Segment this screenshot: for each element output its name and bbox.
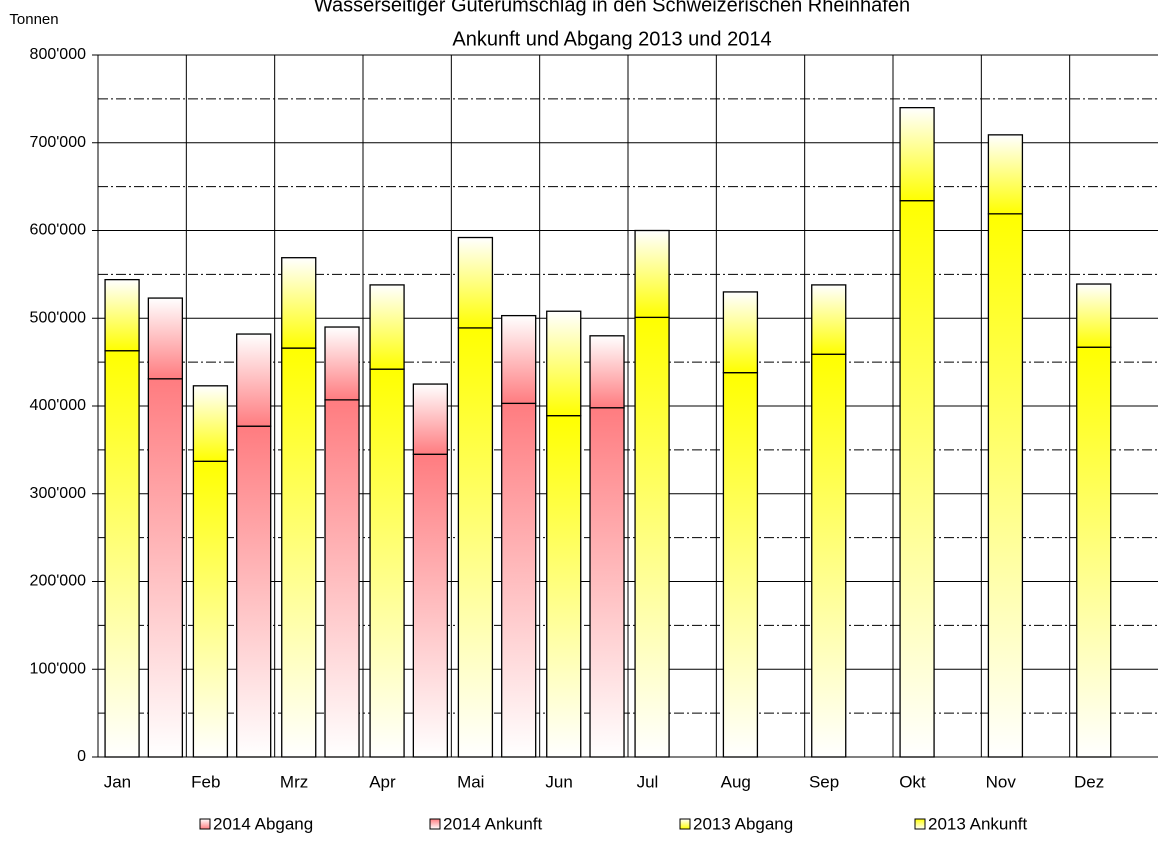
y-tick-label: 200'000 bbox=[30, 573, 87, 590]
y-tick-label: 300'000 bbox=[30, 485, 87, 502]
bar bbox=[104, 350, 140, 758]
bar bbox=[324, 326, 360, 401]
bar bbox=[811, 284, 847, 355]
legend-swatch bbox=[679, 818, 691, 830]
y-tick-label: 700'000 bbox=[30, 134, 87, 151]
x-tick-label: Mai bbox=[457, 772, 484, 791]
x-tick-label: Feb bbox=[191, 772, 220, 791]
bar bbox=[369, 368, 405, 758]
bar bbox=[722, 372, 759, 758]
bar bbox=[457, 236, 494, 329]
bar bbox=[192, 460, 229, 758]
bar bbox=[1076, 346, 1112, 758]
x-tick-label: Sep bbox=[809, 772, 839, 791]
bar bbox=[987, 134, 1024, 215]
x-tick-label: Okt bbox=[899, 772, 926, 791]
bar bbox=[281, 347, 317, 758]
bar bbox=[236, 333, 272, 427]
bar bbox=[236, 425, 272, 758]
legend-label: 2014 Ankunft bbox=[443, 814, 543, 833]
bar bbox=[589, 335, 625, 409]
x-tick-label: Nov bbox=[986, 772, 1017, 791]
x-tick-label: Dez bbox=[1074, 772, 1104, 791]
bar bbox=[501, 314, 537, 405]
bar bbox=[281, 257, 317, 349]
bar bbox=[147, 378, 184, 758]
bar bbox=[899, 107, 935, 202]
bar bbox=[722, 291, 759, 374]
legend-swatch bbox=[914, 818, 926, 830]
legend-label: 2014 Abgang bbox=[213, 814, 313, 833]
bar bbox=[147, 297, 184, 380]
y-axis-label: Tonnen bbox=[9, 11, 58, 28]
bar bbox=[987, 213, 1024, 758]
bar bbox=[192, 385, 229, 462]
x-tick-label: Mrz bbox=[280, 772, 308, 791]
y-tick-label: 600'000 bbox=[30, 222, 87, 239]
bar bbox=[546, 415, 582, 758]
bar bbox=[369, 284, 405, 370]
bar bbox=[546, 310, 582, 417]
chart-subtitle: Ankunft und Abgang 2013 und 2014 bbox=[452, 28, 771, 50]
legend-label: 2013 Abgang bbox=[693, 814, 793, 833]
y-tick-label: 0 bbox=[77, 748, 86, 765]
y-tick-label: 100'000 bbox=[30, 660, 87, 677]
bar bbox=[324, 399, 360, 758]
bar bbox=[634, 316, 670, 758]
bar bbox=[104, 278, 140, 352]
x-tick-label: Apr bbox=[369, 772, 396, 791]
legend-swatch bbox=[199, 818, 211, 830]
x-tick-label: Jul bbox=[637, 772, 659, 791]
x-tick-label: Jan bbox=[104, 772, 131, 791]
bar bbox=[457, 327, 494, 758]
bar bbox=[811, 353, 847, 758]
x-tick-label: Jun bbox=[545, 772, 572, 791]
bar bbox=[589, 407, 625, 758]
bar bbox=[412, 453, 449, 758]
y-tick-label: 800'000 bbox=[30, 46, 87, 63]
chart-title: Wasserseitiger Güterumschlag in den Schw… bbox=[314, 0, 910, 16]
legend-swatch bbox=[429, 818, 441, 830]
y-tick-label: 500'000 bbox=[30, 309, 87, 326]
y-tick-label: 400'000 bbox=[30, 397, 87, 414]
bar bbox=[501, 402, 537, 758]
bar bbox=[634, 229, 670, 319]
legend-label: 2013 Ankunft bbox=[928, 814, 1028, 833]
bar bbox=[412, 383, 449, 455]
x-tick-label: Aug bbox=[721, 772, 751, 791]
bar bbox=[899, 200, 935, 758]
bar bbox=[1076, 283, 1112, 348]
